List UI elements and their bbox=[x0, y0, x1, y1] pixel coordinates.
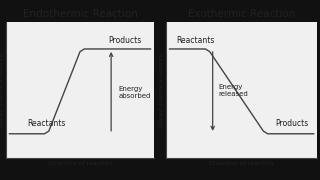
X-axis label: Direction of reaction: Direction of reaction bbox=[209, 161, 274, 166]
Text: Reactants: Reactants bbox=[177, 36, 215, 45]
Title: Exothermic Reaction: Exothermic Reaction bbox=[188, 9, 295, 19]
Y-axis label: Stored chemical energy: Stored chemical energy bbox=[0, 53, 4, 127]
Text: Products: Products bbox=[108, 36, 141, 45]
Text: Products: Products bbox=[275, 119, 308, 128]
Text: Reactants: Reactants bbox=[28, 119, 66, 128]
Text: Energy
absorbed: Energy absorbed bbox=[118, 86, 151, 99]
Text: Energy
released: Energy released bbox=[219, 84, 248, 96]
Y-axis label: Stored chemical energy: Stored chemical energy bbox=[159, 53, 164, 127]
Title: Endothermic Reaction: Endothermic Reaction bbox=[23, 9, 137, 19]
X-axis label: Direction of reaction: Direction of reaction bbox=[48, 161, 112, 166]
